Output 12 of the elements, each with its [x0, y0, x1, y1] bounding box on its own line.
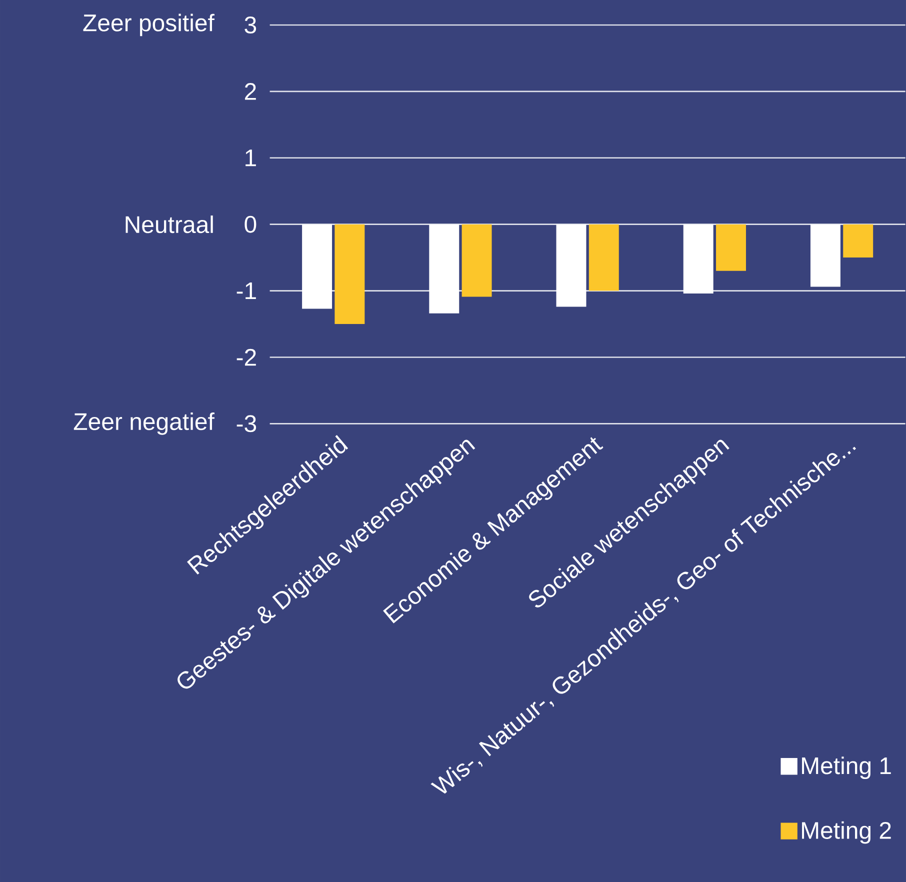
text: Zeer negatief: [74, 412, 214, 435]
text: Neutraal: [126, 215, 213, 233]
legend-label: Meting 2: [802, 821, 891, 844]
y-tick-label: -1: [236, 282, 256, 299]
y-tick-label: 3: [244, 16, 256, 34]
legend-label: Meting 1: [802, 756, 891, 779]
y-tick-label: -3: [236, 415, 256, 432]
y-tick-label: -2: [236, 348, 256, 366]
y-tick-label: 1: [246, 149, 256, 166]
text: Zeer positief: [83, 14, 214, 36]
y-tick-label: 2: [244, 82, 256, 100]
y-tick-label: 0: [244, 216, 256, 233]
